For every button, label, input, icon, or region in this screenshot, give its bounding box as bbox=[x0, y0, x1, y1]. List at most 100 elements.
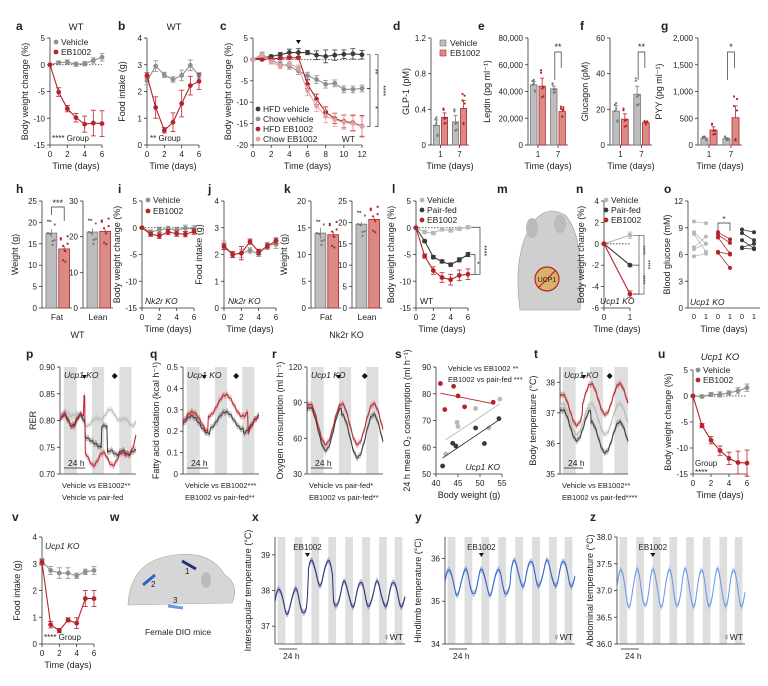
data-point bbox=[448, 262, 454, 268]
individual-point bbox=[435, 121, 438, 125]
probe-2-icon bbox=[142, 573, 156, 587]
night-shading bbox=[447, 537, 456, 644]
injection-marker-icon bbox=[81, 375, 87, 379]
significance-label: * bbox=[729, 42, 733, 52]
individual-point bbox=[735, 109, 739, 112]
y-tick-label: 30 bbox=[69, 197, 78, 206]
individual-point bbox=[434, 124, 437, 127]
data-point bbox=[465, 252, 471, 257]
data-point bbox=[238, 250, 244, 256]
y-tick-label: 35 bbox=[546, 470, 555, 479]
ucp1-label: UCP1 bbox=[538, 277, 557, 284]
data-point bbox=[286, 50, 292, 55]
data-point bbox=[156, 233, 162, 239]
data-point bbox=[296, 50, 301, 55]
data-point bbox=[230, 252, 236, 257]
y-tick-label: 1 bbox=[33, 613, 38, 622]
night-shading bbox=[345, 537, 353, 644]
individual-point bbox=[90, 231, 93, 235]
significance-bracket bbox=[375, 54, 379, 127]
mouse-ear bbox=[554, 215, 566, 233]
x-tick-label: 0 bbox=[140, 313, 145, 322]
x-tick-label: 6 bbox=[305, 150, 310, 159]
data-point bbox=[187, 83, 193, 89]
y-tick-label: 0.5 bbox=[167, 363, 179, 372]
data-point bbox=[350, 86, 356, 92]
y-tick-label: 39 bbox=[261, 551, 270, 560]
y-axis-label: Food intake (g) bbox=[12, 560, 22, 621]
data-point bbox=[704, 251, 708, 256]
x-tick-label: 6 bbox=[274, 313, 279, 322]
y-tick-label: 10 bbox=[338, 261, 347, 270]
data-point bbox=[496, 416, 502, 422]
y-tick-label: 5 bbox=[407, 197, 412, 206]
y-tick-label: 20 bbox=[297, 197, 306, 206]
data-point bbox=[456, 257, 462, 263]
night-shading bbox=[481, 537, 490, 644]
probe-label: 2 bbox=[151, 580, 156, 589]
y-tick-label: -10 bbox=[399, 277, 411, 286]
panel-label: c bbox=[220, 19, 227, 33]
x-tick-label: 0 bbox=[145, 150, 150, 159]
y-tick-label: 60,000 bbox=[499, 61, 524, 70]
series-line bbox=[603, 243, 631, 266]
individual-point bbox=[539, 71, 543, 74]
significance-bracket bbox=[637, 51, 646, 80]
x-tick-label: 4 bbox=[82, 150, 87, 159]
data-point bbox=[453, 443, 459, 449]
series-line bbox=[59, 408, 137, 428]
data-point bbox=[286, 61, 292, 67]
individual-point bbox=[333, 246, 336, 249]
y-tick-label: 20 bbox=[596, 105, 605, 114]
data-point bbox=[442, 407, 448, 412]
individual-point bbox=[462, 122, 465, 126]
panel-k: 0 5 10 15 20 Weight (g) Fat 0 5 10 15 20 25 Lean Nk2r … bbox=[279, 182, 382, 340]
panel-p: 0.70 0.75 0.80 0.85 0.90 RER 24 h p Ucp1 KO Vehic… bbox=[26, 347, 137, 502]
individual-point bbox=[64, 260, 67, 263]
data-point bbox=[305, 88, 310, 94]
y-tick-label: 60 bbox=[422, 443, 431, 452]
paired-line bbox=[693, 236, 707, 248]
y-tick-label: 0 bbox=[33, 640, 38, 649]
individual-point bbox=[361, 230, 364, 234]
y-axis-label: PYY (pg ml⁻¹) bbox=[654, 63, 664, 119]
individual-point bbox=[53, 239, 56, 242]
y-tick-label: 30 bbox=[293, 470, 302, 479]
y-tick-label: 2 bbox=[138, 88, 143, 97]
individual-point bbox=[371, 229, 375, 232]
panel-label: g bbox=[661, 19, 668, 33]
stat-annotation: Vehicle vs EB1002** bbox=[562, 481, 630, 490]
stat-annotation: **** Group bbox=[52, 134, 89, 143]
x-tick-label: 40 bbox=[432, 479, 441, 488]
y-tick-label: 35 bbox=[431, 597, 440, 606]
individual-point bbox=[615, 102, 618, 105]
x-tick-label: 0 bbox=[691, 479, 696, 488]
x-tick-label: 8 bbox=[323, 150, 328, 159]
data-point bbox=[752, 241, 756, 246]
individual-point bbox=[726, 137, 730, 140]
data-point bbox=[490, 399, 496, 405]
legend-label: Vehicle bbox=[703, 365, 731, 375]
individual-point bbox=[322, 223, 325, 226]
x-tick-label: 2 bbox=[431, 313, 436, 322]
data-point bbox=[341, 119, 347, 125]
y-tick-label: 20 bbox=[28, 218, 37, 227]
y-tick-label: 5 bbox=[41, 34, 46, 43]
panel-label: b bbox=[118, 19, 125, 33]
y-tick-label: 38.0 bbox=[596, 533, 612, 542]
individual-point bbox=[335, 220, 338, 224]
data-point bbox=[726, 456, 732, 461]
scale-bar-label: 24 h bbox=[315, 458, 332, 468]
x-tick-label: 55 bbox=[498, 479, 507, 488]
data-point bbox=[323, 81, 329, 87]
legend-marker bbox=[603, 217, 609, 223]
individual-point bbox=[732, 95, 736, 98]
data-point bbox=[139, 225, 145, 231]
sex-genotype-label: ♀WT bbox=[723, 632, 743, 642]
legend-marker bbox=[145, 197, 151, 203]
paired-line bbox=[741, 243, 755, 248]
y-tick-label: 2,000 bbox=[673, 34, 694, 43]
